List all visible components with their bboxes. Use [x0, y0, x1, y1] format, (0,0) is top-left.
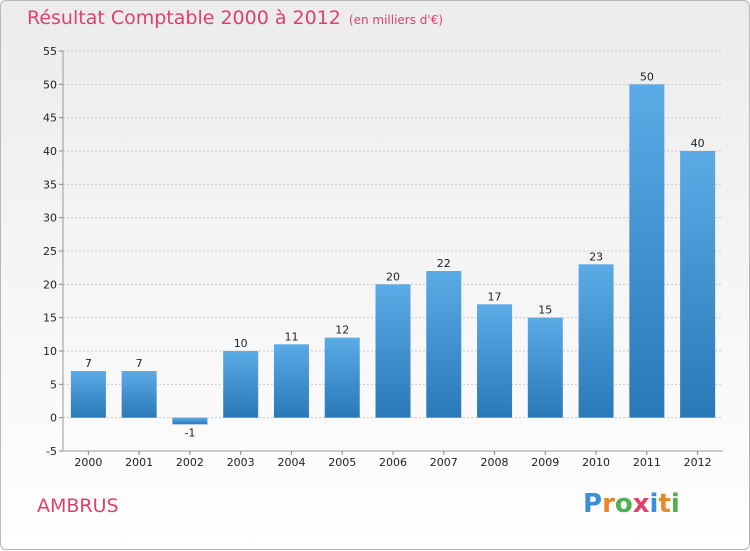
- x-tick-label: 2010: [582, 456, 610, 469]
- bar-value-label: 17: [488, 290, 502, 303]
- bar-value-label: 20: [386, 270, 400, 283]
- x-tick-label: 2009: [531, 456, 559, 469]
- bar: [223, 351, 259, 418]
- logo-letter: t: [658, 489, 671, 519]
- bar-value-label: 11: [284, 330, 298, 343]
- bar: [426, 271, 462, 418]
- y-tick-label: 40: [43, 145, 57, 158]
- bar-value-label: 15: [538, 304, 552, 317]
- y-tick-label: 15: [43, 312, 57, 325]
- bar: [527, 317, 563, 418]
- bar-value-label: 7: [85, 357, 92, 370]
- logo-letter: i: [649, 489, 659, 519]
- y-tick-label: 25: [43, 245, 57, 258]
- y-tick-label: 50: [43, 78, 57, 91]
- x-tick-label: 2011: [633, 456, 661, 469]
- bar-value-label: -1: [184, 426, 195, 439]
- x-tick-label: 2007: [430, 456, 458, 469]
- chart-subtitle: (en milliers d'€): [348, 13, 444, 27]
- x-tick-label: 2006: [379, 456, 407, 469]
- chart-title: Résultat Comptable 2000 à 2012 (en millie…: [27, 7, 443, 29]
- x-tick-label: 2001: [125, 456, 153, 469]
- bar-value-label: 7: [136, 357, 143, 370]
- bar-value-label: 12: [335, 324, 349, 337]
- logo-letter: o: [614, 489, 633, 519]
- bar: [121, 371, 157, 418]
- bar: [629, 84, 665, 418]
- x-tick-label: 2004: [277, 456, 305, 469]
- x-tick-label: 2008: [481, 456, 509, 469]
- x-tick-label: 2005: [328, 456, 356, 469]
- bar-value-label: 10: [234, 337, 248, 350]
- y-tick-label: 20: [43, 278, 57, 291]
- proxiti-logo: Proxiti: [583, 489, 680, 519]
- y-tick-label: 35: [43, 178, 57, 191]
- bar: [324, 337, 360, 418]
- y-tick-label: -5: [46, 445, 57, 458]
- bar-value-label: 40: [691, 137, 705, 150]
- x-tick-label: 2002: [176, 456, 204, 469]
- y-tick-label: 55: [43, 45, 57, 58]
- y-tick-label: 5: [50, 378, 57, 391]
- logo-letter: x: [632, 489, 650, 519]
- logo-letter: r: [602, 489, 615, 519]
- y-tick-label: 45: [43, 112, 57, 125]
- x-tick-label: 2000: [74, 456, 102, 469]
- y-tick-label: 0: [50, 412, 57, 425]
- bar-value-label: 50: [640, 70, 654, 83]
- bar-value-label: 23: [589, 250, 603, 263]
- bar: [375, 284, 411, 418]
- commune-name: AMBRUS: [37, 495, 119, 517]
- bar: [172, 417, 208, 425]
- bar: [477, 304, 513, 418]
- chart-title-text: Résultat Comptable 2000 à 2012: [27, 7, 341, 29]
- x-tick-label: 2003: [227, 456, 255, 469]
- x-tick-label: 2012: [684, 456, 712, 469]
- bar: [578, 264, 614, 418]
- bar-value-label: 22: [437, 257, 451, 270]
- y-tick-label: 10: [43, 345, 57, 358]
- bar: [70, 371, 106, 418]
- logo-letter: i: [670, 489, 680, 519]
- y-tick-label: 30: [43, 212, 57, 225]
- logo-letter: P: [583, 489, 603, 519]
- bar: [273, 344, 309, 418]
- bar: [680, 151, 716, 418]
